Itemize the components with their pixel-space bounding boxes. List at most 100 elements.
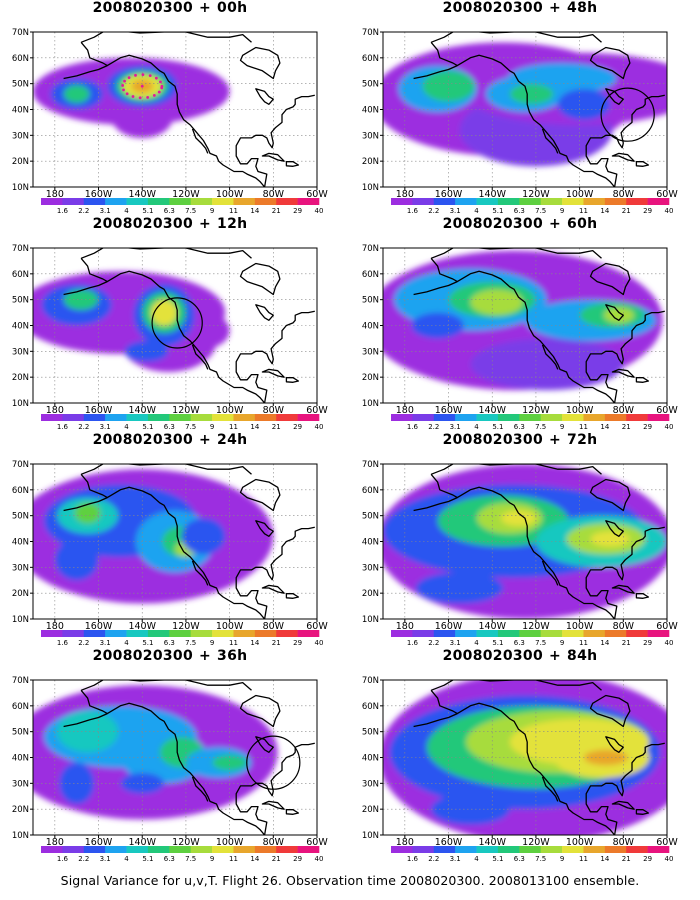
- colorbar-label: 7.5: [185, 423, 196, 431]
- colorbar-label: 1.6: [57, 639, 69, 647]
- colorbar-swatch: [83, 846, 106, 853]
- coastline: [585, 742, 665, 835]
- flight-track-dot: [159, 80, 162, 84]
- colorbar-swatch: [233, 630, 256, 637]
- colorbar-label: 3.1: [100, 207, 111, 215]
- colorbar-label: 21: [622, 423, 631, 431]
- coastline-closed: [261, 152, 285, 162]
- colorbar-swatch: [540, 198, 563, 205]
- colorbar-label: 9: [560, 423, 564, 431]
- coastlines: [63, 464, 315, 619]
- colorbar-swatch: [105, 414, 127, 421]
- colorbar-label: 14: [600, 855, 609, 863]
- coastline-closed: [589, 694, 631, 728]
- coastline: [106, 270, 266, 403]
- map-grid: [383, 248, 667, 403]
- coastline: [80, 464, 252, 475]
- coastline: [191, 776, 209, 802]
- colorbar-swatch: [147, 198, 170, 205]
- coastline-closed: [605, 88, 624, 105]
- flight-track-dot: [134, 73, 137, 77]
- lat-tick-label: 20N: [12, 373, 29, 383]
- colorbar-swatch: [647, 846, 670, 853]
- colorbar-label: 21: [622, 855, 631, 863]
- lon-tick-label: 160W: [85, 837, 113, 848]
- variance-contour-7: [59, 762, 95, 804]
- panel-title: 2008020300 +60h: [350, 216, 690, 232]
- lon-tick-label: 100W: [216, 621, 244, 632]
- colorbar-label: 3.1: [450, 855, 461, 863]
- colorbar-label: 14: [600, 207, 609, 215]
- lon-tick-label: 160W: [435, 837, 463, 848]
- lat-tick-label: 70N: [362, 676, 379, 686]
- colorbar-label: 4: [474, 855, 479, 863]
- forecast-panel-36h: 2008020300 +36h 180 160W 140W 120W 100W 80W 60W 1…: [0, 648, 340, 863]
- colorbar-label: 7.5: [535, 207, 546, 215]
- coastline-closed: [261, 368, 285, 378]
- colorbar-label: 7.5: [185, 207, 196, 215]
- colorbar-label: 5.1: [142, 423, 153, 431]
- lat-tick-label: 40N: [12, 754, 29, 764]
- flight-track-dot: [125, 92, 129, 96]
- colorbar-swatch: [412, 414, 435, 421]
- colorbar-swatch: [126, 630, 149, 637]
- panel-plus: +: [549, 0, 562, 16]
- colorbar-swatch: [169, 414, 191, 421]
- variance-contour-4: [63, 84, 90, 104]
- coastline-closed: [611, 800, 635, 810]
- colorbar-label: 40: [315, 423, 324, 431]
- panel-lead-time: 24h: [217, 432, 248, 448]
- lat-tick-label: 60N: [12, 486, 29, 496]
- colorbar-swatch: [476, 198, 499, 205]
- lat-tick-label: 10N: [362, 183, 379, 193]
- coastline-closed: [589, 262, 631, 296]
- lon-tick-label: 80W: [613, 621, 635, 632]
- coastline: [456, 54, 616, 187]
- lon-tick-label: 100W: [566, 837, 594, 848]
- colorbar-swatch: [476, 630, 499, 637]
- coastline-closed: [589, 478, 631, 512]
- coastline: [235, 742, 315, 835]
- colorbar-label: 2.2: [78, 207, 89, 215]
- colorbar-swatch: [254, 846, 277, 853]
- coastline: [106, 486, 266, 619]
- variance-contour-8: [509, 83, 554, 105]
- variance-field: [33, 464, 317, 619]
- colorbar-label: 14: [600, 639, 609, 647]
- lon-tick-label: 100W: [566, 405, 594, 416]
- lon-tick-label: 60W: [656, 621, 678, 632]
- colorbar-label: 7.5: [535, 639, 546, 647]
- colorbar-label: 40: [315, 855, 324, 863]
- lat-tick-label: 70N: [12, 244, 29, 254]
- flight-track-dot: [121, 84, 125, 87]
- lat-tick-label: 30N: [12, 563, 29, 573]
- colorbar-label: 9: [210, 423, 214, 431]
- colorbar-swatch: [391, 198, 413, 205]
- lon-tick-label: 60W: [656, 837, 678, 848]
- lat-tick-label: 30N: [12, 779, 29, 789]
- lat-tick-label: 50N: [12, 80, 29, 90]
- colorbar-swatch: [626, 846, 648, 853]
- colorbar-swatch: [276, 414, 298, 421]
- lat-tick-label: 40N: [362, 106, 379, 116]
- colorbar-label: 1.6: [57, 855, 69, 863]
- colorbar-label: 11: [229, 639, 238, 647]
- lon-tick-label: 60W: [656, 189, 678, 200]
- coastline: [585, 526, 665, 619]
- coastline: [456, 486, 616, 619]
- panel-title: 2008020300 +00h: [0, 0, 340, 16]
- variance-map: 180 160W 140W 120W 100W 80W 60W 10N 20N 30N 40N 50N…: [362, 244, 679, 431]
- colorbar-swatch: [391, 414, 413, 421]
- colorbar-swatch: [540, 414, 563, 421]
- lon-tick-label: 180: [46, 189, 64, 200]
- panel-plus: +: [549, 432, 562, 448]
- colorbar-label: 11: [579, 855, 588, 863]
- lon-tick-label: 180: [396, 621, 414, 632]
- variance-field: [33, 680, 317, 835]
- coastline: [413, 41, 458, 80]
- colorbar-label: 29: [643, 207, 652, 215]
- coastline-closed: [255, 304, 274, 321]
- colorbar-label: 1.6: [407, 855, 419, 863]
- colorbar-swatch: [233, 846, 256, 853]
- variance-field: [383, 248, 667, 403]
